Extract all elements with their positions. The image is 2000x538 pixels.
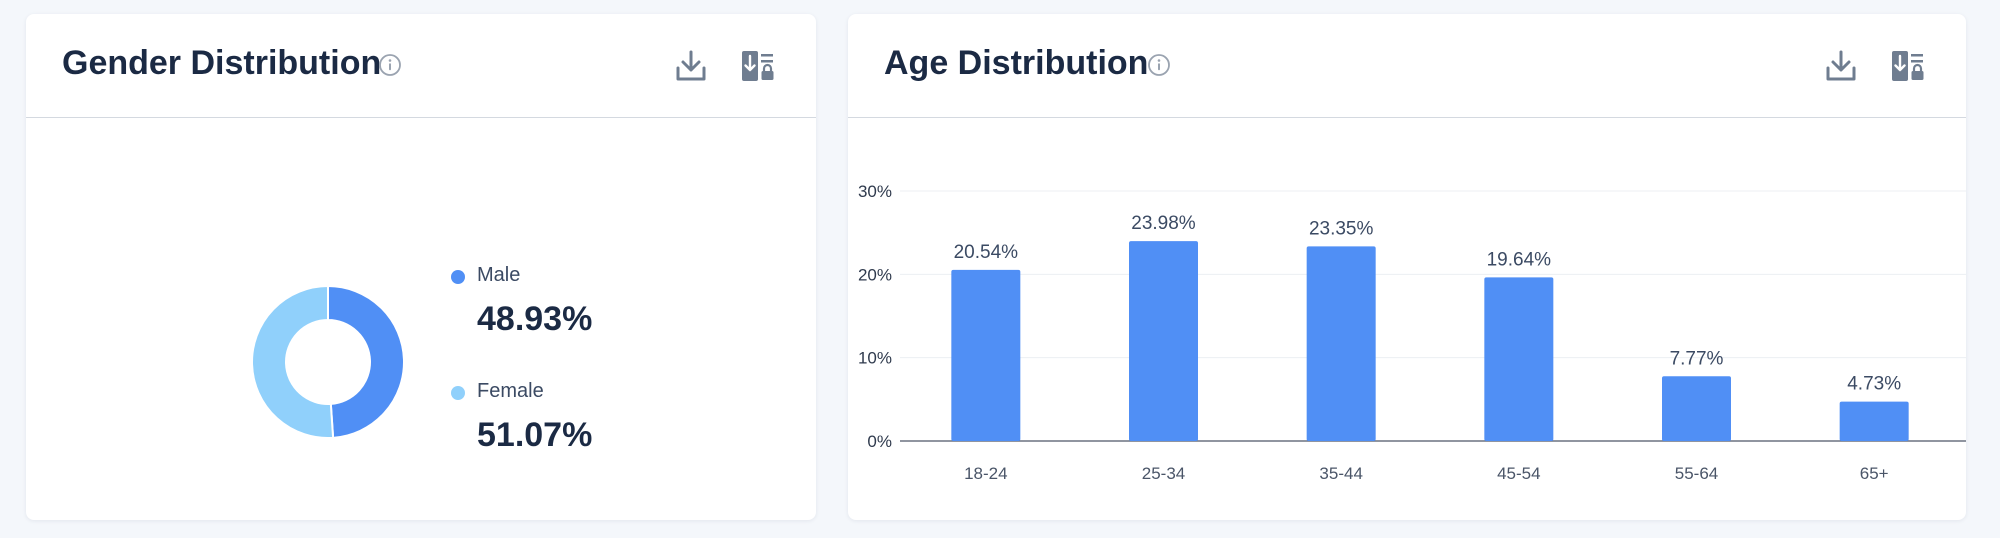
legend-label-male: Male <box>477 264 521 286</box>
data-label: 20.54% <box>954 242 1019 263</box>
legend-dot-male <box>451 270 465 284</box>
bar-25-34[interactable] <box>1129 241 1198 441</box>
card-header: Gender Distribution <box>26 14 816 118</box>
data-label: 23.35% <box>1309 218 1374 239</box>
donut-slice-female[interactable] <box>251 284 335 439</box>
bar-18-24[interactable] <box>951 269 1021 441</box>
download-icon[interactable] <box>671 46 711 86</box>
x-tick-label: 65+ <box>1860 464 1889 483</box>
x-tick-label: 25-34 <box>1142 464 1185 483</box>
export-lock-icon[interactable] <box>738 46 778 86</box>
donut-slice-male[interactable] <box>327 284 405 439</box>
legend-dot-female <box>451 386 465 400</box>
info-icon[interactable] <box>378 53 402 77</box>
x-tick-label: 18-24 <box>964 464 1007 483</box>
gender-distribution-card: Gender Distribution Male 48.93% Female 5… <box>26 14 816 520</box>
legend-label-female: Female <box>477 380 544 402</box>
legend-value-female: 51.07% <box>477 416 593 454</box>
age-bar-chart: 0% 10% 20% 30% 20.54% 18-24 23.98% 25-34 23.35% 3… <box>858 182 1966 483</box>
y-tick-label: 20% <box>858 265 892 284</box>
gender-donut-chart <box>251 284 405 439</box>
y-tick-label: 10% <box>858 349 892 368</box>
data-label: 23.98% <box>1131 213 1196 234</box>
bar-55-64[interactable] <box>1662 376 1731 441</box>
bar-45-54[interactable] <box>1484 277 1554 441</box>
x-tick-label: 55-64 <box>1675 464 1718 483</box>
info-icon[interactable] <box>1147 53 1171 77</box>
legend-value-male: 48.93% <box>477 300 593 338</box>
bar-35-44[interactable] <box>1306 246 1376 441</box>
export-lock-icon[interactable] <box>1888 46 1928 86</box>
y-tick-label: 30% <box>858 182 892 201</box>
download-icon[interactable] <box>1821 46 1861 86</box>
x-tick-label: 35-44 <box>1319 464 1362 483</box>
data-label: 4.73% <box>1847 374 1901 395</box>
age-distribution-card: Age Distribution 0% 10% 20% 30% 20.54% 18-24 2… <box>848 14 1966 520</box>
card-title: Gender Distribution <box>62 44 382 82</box>
data-label: 7.77% <box>1670 348 1724 369</box>
data-label: 19.64% <box>1487 249 1552 270</box>
x-tick-label: 45-54 <box>1497 464 1540 483</box>
card-title: Age Distribution <box>884 44 1149 82</box>
y-tick-label: 0% <box>867 432 892 451</box>
card-header: Age Distribution <box>848 14 1966 118</box>
bar-65+[interactable] <box>1839 401 1909 441</box>
